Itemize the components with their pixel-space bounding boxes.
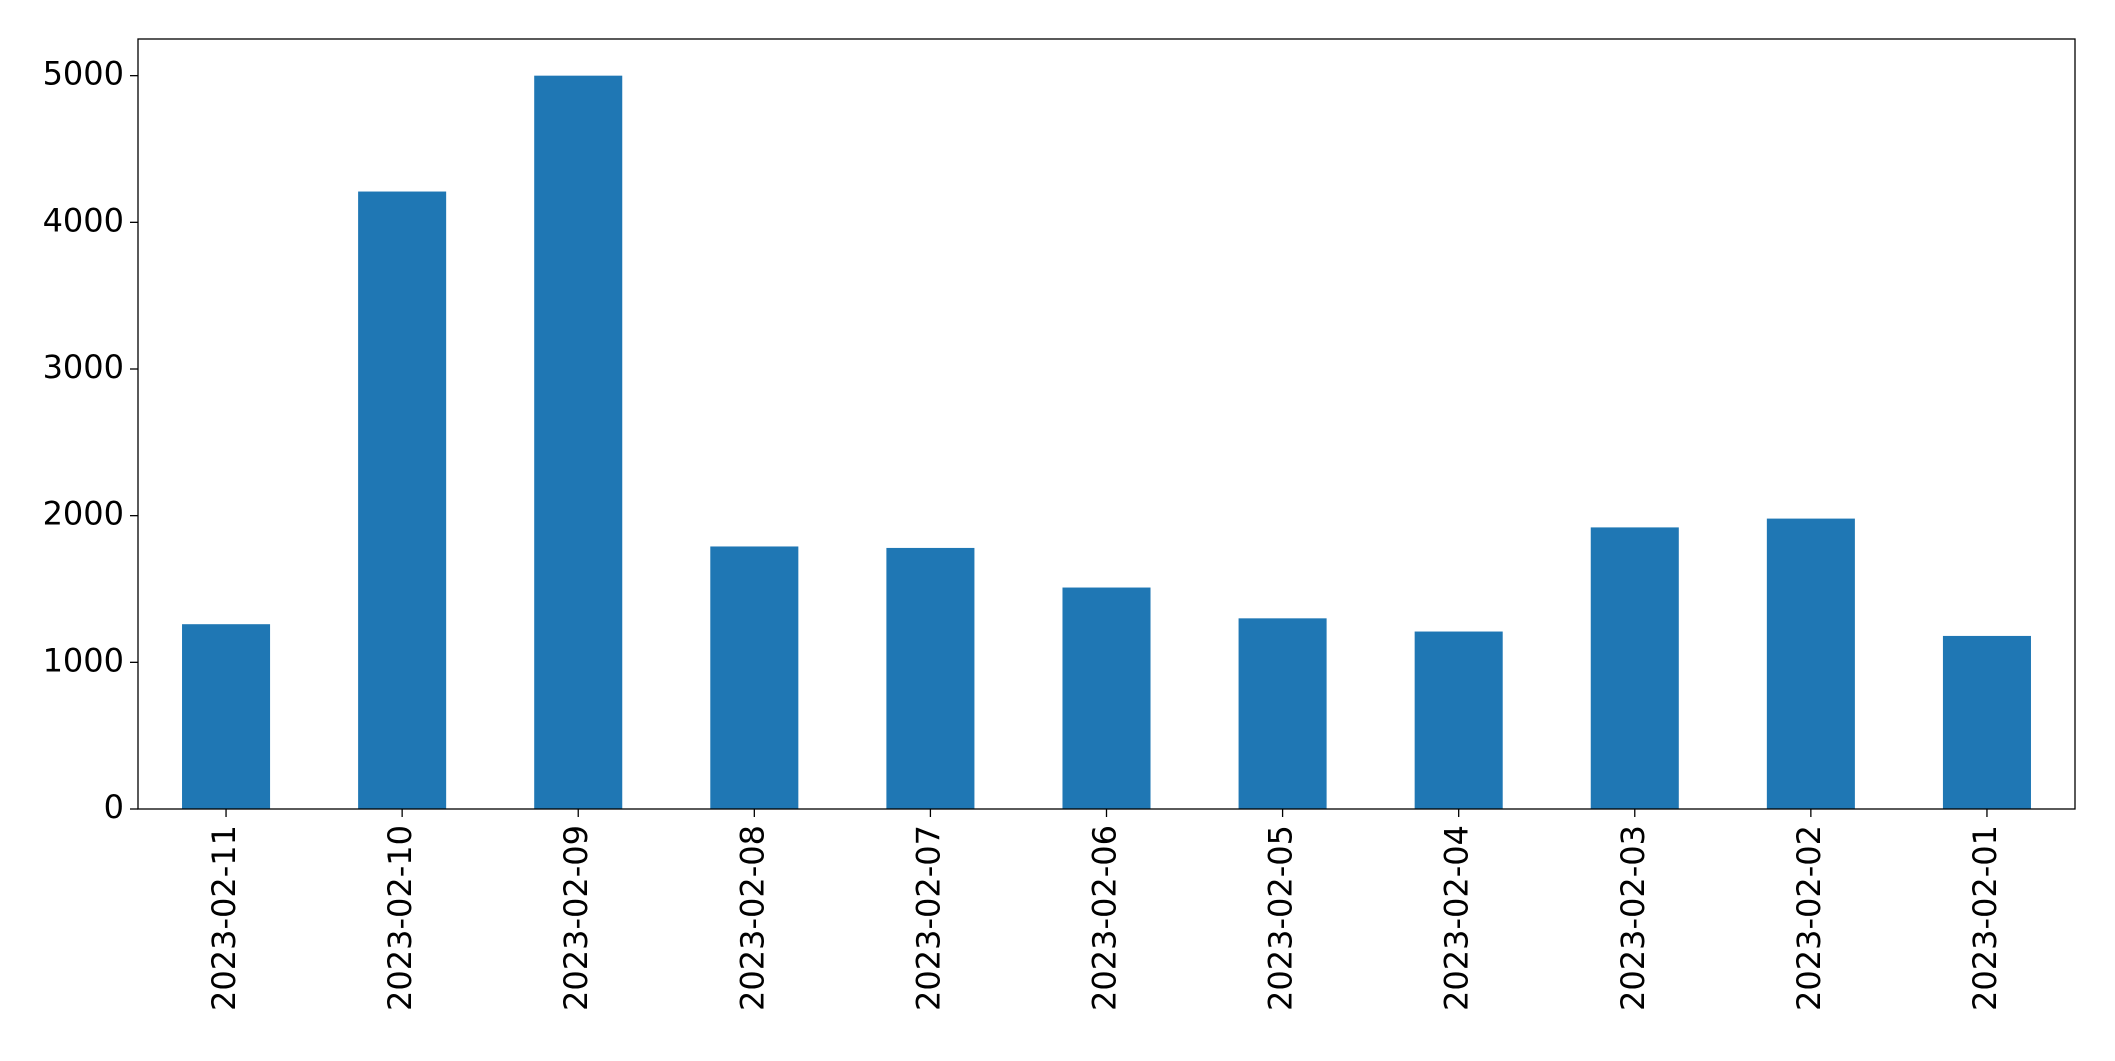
- x-tick-label: 2023-02-10: [381, 825, 419, 1011]
- x-tick-label: 2023-02-01: [1966, 825, 2004, 1011]
- bar: [1414, 631, 1503, 809]
- x-tick-label: 2023-02-09: [557, 825, 595, 1011]
- x-tick-label: 2023-02-04: [1438, 825, 1476, 1011]
- bar: [182, 624, 271, 809]
- bar: [1766, 518, 1855, 809]
- x-tick-label: 2023-02-08: [733, 825, 771, 1011]
- bar: [1942, 635, 2031, 809]
- bar: [1238, 618, 1327, 809]
- bar: [534, 75, 623, 809]
- bar: [710, 546, 799, 809]
- y-tick-label: 0: [104, 788, 124, 826]
- plot-frame: [137, 38, 2076, 810]
- x-tick-label: 2023-02-06: [1086, 825, 1124, 1011]
- x-tick-label: 2023-02-07: [909, 825, 947, 1011]
- y-tick-label: 2000: [43, 495, 124, 533]
- y-tick-label: 4000: [43, 201, 124, 239]
- bar: [886, 547, 975, 809]
- bar: [1062, 587, 1151, 809]
- y-tick-label: 3000: [43, 348, 124, 386]
- bar: [358, 191, 447, 810]
- y-tick-label: 1000: [43, 641, 124, 679]
- bar: [1590, 527, 1679, 809]
- x-tick-label: 2023-02-05: [1262, 825, 1300, 1011]
- x-tick-label: 2023-02-02: [1790, 825, 1828, 1011]
- x-tick-label: 2023-02-03: [1614, 825, 1652, 1011]
- x-tick-label: 2023-02-11: [205, 825, 243, 1011]
- y-tick-label: 5000: [43, 55, 124, 93]
